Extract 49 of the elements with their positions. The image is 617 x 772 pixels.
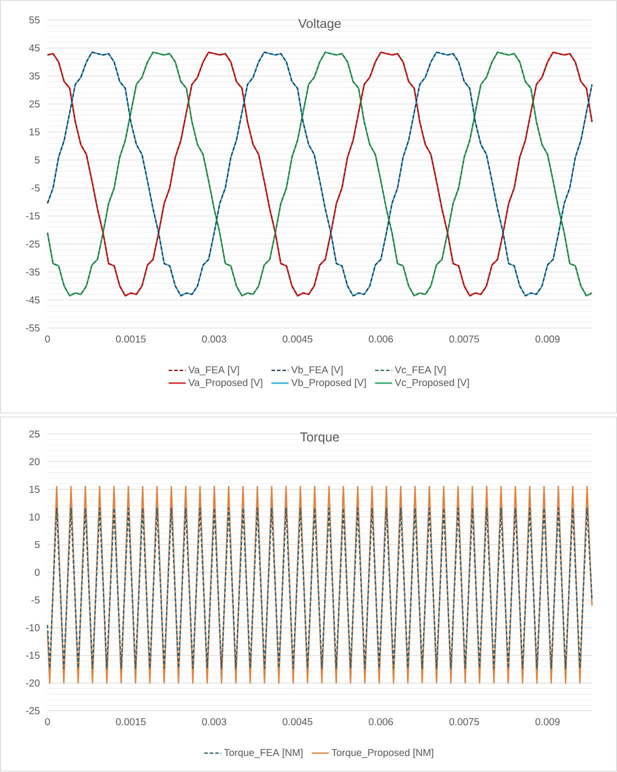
y-tick-label: 25 [29,430,40,438]
y-tick-label: -25 [26,240,40,248]
x-tick-label: 0 [45,336,50,343]
legend-label: Vc_Proposed [V] [394,378,469,388]
legend-label: Torque_Proposed [NM] [332,748,434,758]
x-tick-label: 0.0075 [449,718,480,726]
x-tick-label: 0 [45,718,50,726]
x-tick-label: 0.009 [535,718,560,726]
y-tick-label: -15 [26,212,40,220]
y-tick-label: -5 [32,596,40,604]
y-tick-label: 5 [34,156,40,164]
y-tick-label: -15 [26,652,40,659]
y-tick-label: -35 [26,268,40,276]
x-tick-label: 0.0045 [282,718,312,726]
y-tick-label: -10 [26,624,40,632]
y-tick-label: 45 [29,44,40,52]
y-tick-label: 10 [30,513,40,521]
y-tick-label: -25 [26,707,40,714]
x-tick-label: 0.006 [368,336,393,343]
legend-label: Vc_FEA [V] [394,366,446,376]
y-tick-label: 20 [29,458,40,466]
y-tick-label: -45 [26,296,40,304]
y-tick-label: 15 [30,128,40,136]
x-tick-label: 0.003 [202,718,226,726]
legend-label: Vb_Proposed [V] [291,378,366,388]
x-tick-label: 0.0015 [116,336,146,343]
x-tick-label: 0.0045 [282,336,312,343]
x-tick-label: 0.0015 [116,718,146,726]
line-series [46,508,593,669]
legend-label: Torque_FEA [NM] [224,748,302,758]
y-tick-label: -5 [32,184,40,192]
legend-label: Vb_FEA [V] [291,366,342,376]
y-tick-label: 15 [30,486,40,493]
y-tick-label: 25 [29,100,40,108]
legend-label: Va_FEA [V] [188,366,239,376]
x-tick-label: 0.009 [535,336,560,343]
y-tick-label: 5 [34,541,40,548]
y-tick-label: -55 [26,324,40,332]
chart-title: Voltage [298,18,341,31]
line-series [46,486,593,684]
x-tick-label: 0.0075 [449,336,480,343]
chart-title: Torque [300,432,339,444]
y-tick-label: 0 [34,568,40,576]
x-tick-label: 0.006 [368,718,393,726]
y-tick-label: 55 [29,16,40,24]
x-tick-label: 0.003 [202,336,226,343]
y-tick-label: -20 [26,680,40,687]
y-tick-label: 35 [29,72,40,80]
legend-label: Va_Proposed [V] [188,378,262,388]
